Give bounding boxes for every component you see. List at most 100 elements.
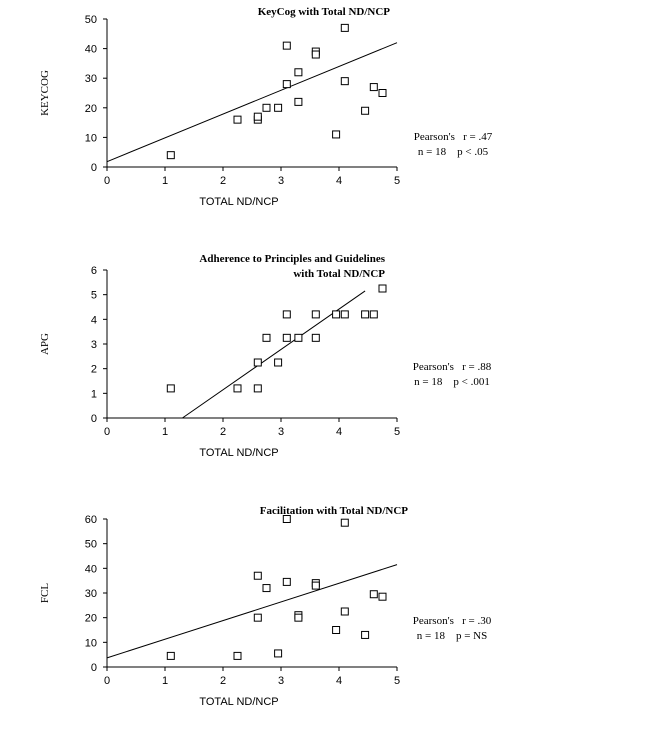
data-point	[282, 80, 291, 89]
data-point	[166, 651, 175, 660]
data-point	[233, 115, 242, 124]
trend-line	[182, 290, 366, 419]
data-point	[274, 649, 283, 658]
data-point	[262, 584, 271, 593]
x-tick-label: 3	[278, 675, 284, 687]
y-tick-label: 50	[85, 539, 97, 551]
data-point	[253, 358, 262, 367]
y-tick-label: 6	[91, 265, 97, 277]
data-point	[378, 592, 387, 601]
chart-panel: 0 1 2 3 4 5 0 1 2 3 4 5 6 TOTAL ND/NCP APG Adherence to…	[39, 253, 492, 459]
stats-annotation-line2: n = 18 p < .001	[414, 376, 490, 388]
data-point	[369, 310, 378, 319]
x-tick-label: 2	[220, 675, 226, 687]
y-tick-label: 10	[85, 637, 97, 649]
data-point	[274, 358, 283, 367]
x-axis-label: TOTAL ND/NCP	[199, 196, 278, 208]
data-point	[311, 333, 320, 342]
data-point	[294, 68, 303, 77]
y-tick-label: 20	[85, 613, 97, 625]
data-point	[294, 333, 303, 342]
data-point	[311, 310, 320, 319]
y-tick-label: 5	[91, 290, 97, 302]
x-tick-label: 0	[104, 175, 110, 187]
data-point	[282, 333, 291, 342]
data-point	[361, 310, 370, 319]
x-tick-label: 2	[220, 426, 226, 438]
data-point	[361, 106, 370, 115]
y-axis-label: APG	[39, 333, 51, 355]
x-tick-label: 5	[394, 426, 400, 438]
data-point	[340, 310, 349, 319]
trend-line	[106, 564, 398, 659]
data-point	[369, 83, 378, 92]
data-point	[253, 384, 262, 393]
x-tick-label: 2	[220, 175, 226, 187]
x-tick-label: 5	[394, 675, 400, 687]
x-tick-label: 0	[104, 675, 110, 687]
x-tick-label: 1	[162, 675, 168, 687]
data-point	[262, 103, 271, 112]
x-tick-label: 4	[336, 675, 342, 687]
stats-annotation-line2: n = 18 p < .05	[418, 146, 489, 158]
y-tick-label: 4	[91, 314, 97, 326]
data-point	[332, 130, 341, 139]
data-point	[294, 97, 303, 106]
trend-line	[106, 42, 398, 163]
y-tick-label: 0	[91, 413, 97, 425]
stats-annotation-line1: Pearson's r = .88	[413, 361, 492, 373]
chart-title: Adherence to Principles and Guidelines	[199, 253, 385, 265]
data-point	[282, 577, 291, 586]
y-tick-label: 30	[85, 588, 97, 600]
data-point	[378, 89, 387, 97]
data-point	[340, 23, 349, 32]
data-point	[294, 613, 303, 622]
x-tick-label: 4	[336, 426, 342, 438]
x-axis-label: TOTAL ND/NCP	[199, 447, 278, 459]
data-point	[166, 151, 175, 160]
data-point	[332, 310, 341, 319]
y-axis-label: FCL	[39, 583, 51, 603]
stats-annotation-line1: Pearson's r = .30	[413, 615, 492, 627]
data-point	[340, 607, 349, 616]
y-tick-label: 40	[85, 44, 97, 56]
x-axis-label: TOTAL ND/NCP	[199, 696, 278, 708]
x-tick-label: 1	[162, 175, 168, 187]
data-point	[282, 310, 291, 319]
data-point	[282, 41, 291, 50]
x-tick-label: 5	[394, 175, 400, 187]
stats-annotation-line1: Pearson's r = .47	[414, 131, 493, 143]
data-point	[282, 515, 291, 523]
y-tick-label: 50	[85, 14, 97, 26]
x-tick-label: 3	[278, 426, 284, 438]
data-point	[311, 50, 320, 59]
chart-title: KeyCog with Total ND/NCP	[258, 6, 391, 18]
y-tick-label: 60	[85, 514, 97, 526]
y-tick-label: 20	[85, 103, 97, 115]
x-tick-label: 3	[278, 175, 284, 187]
y-tick-label: 1	[91, 388, 97, 400]
chart-title: Facilitation with Total ND/NCP	[260, 505, 408, 517]
x-tick-label: 1	[162, 426, 168, 438]
y-tick-label: 0	[91, 662, 97, 674]
data-point	[340, 77, 349, 86]
y-tick-label: 30	[85, 73, 97, 85]
data-point	[340, 518, 349, 527]
data-point	[311, 581, 320, 590]
data-point	[166, 384, 175, 393]
data-point	[361, 630, 370, 639]
chart-title: with Total ND/NCP	[293, 268, 385, 280]
data-point	[378, 284, 387, 293]
y-tick-label: 2	[91, 364, 97, 376]
data-point	[253, 571, 262, 580]
data-point	[233, 651, 242, 660]
y-tick-label: 3	[91, 339, 97, 351]
data-point	[253, 613, 262, 622]
data-point	[253, 112, 262, 121]
x-tick-label: 4	[336, 175, 342, 187]
stats-annotation-line2: n = 18 p = NS	[417, 630, 487, 642]
data-point	[369, 590, 378, 599]
